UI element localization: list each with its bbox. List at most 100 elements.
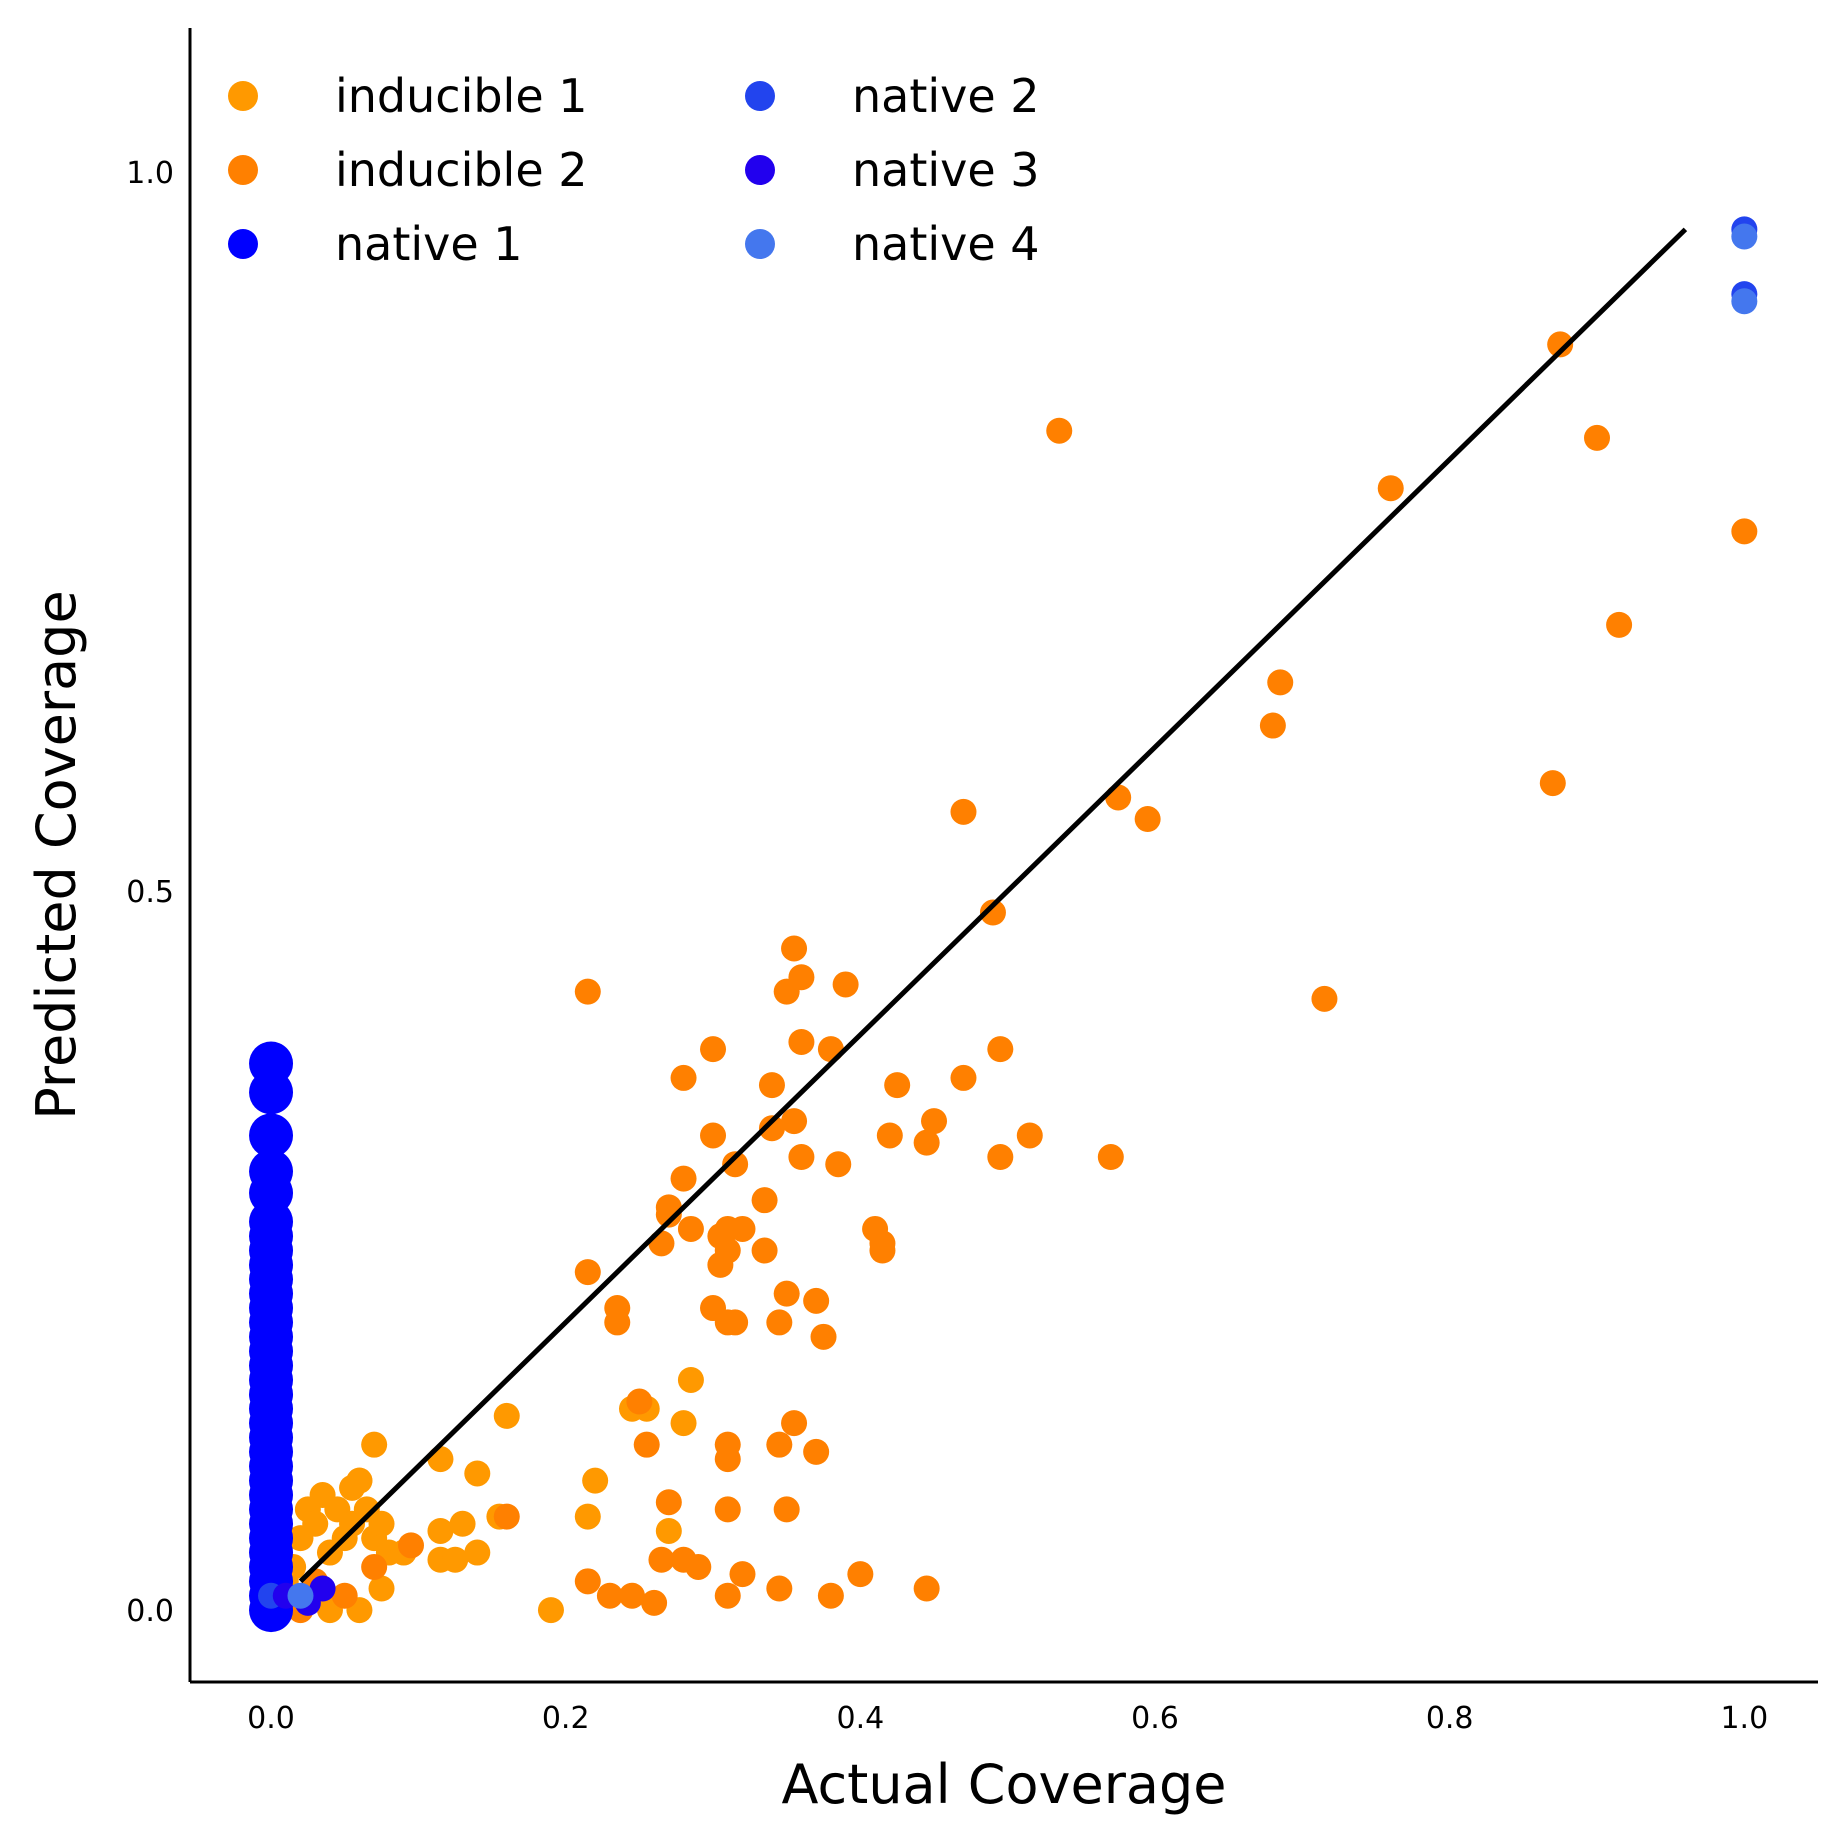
point-inducible-2	[1731, 518, 1758, 545]
point-inducible-2	[884, 1072, 911, 1099]
point-inducible-2	[1606, 611, 1633, 638]
point-inducible-1	[361, 1431, 388, 1458]
point-inducible-2	[1097, 1144, 1124, 1171]
fit-line	[298, 227, 1688, 1584]
point-inducible-2	[596, 1582, 623, 1609]
point-native-4	[287, 1582, 314, 1609]
point-inducible-2	[950, 798, 977, 825]
point-inducible-2	[700, 1122, 727, 1149]
legend-item-native-3: native 3	[745, 143, 1040, 197]
legend-label: native 4	[852, 217, 1040, 271]
point-inducible-2	[788, 964, 815, 991]
point-inducible-2	[788, 1144, 815, 1171]
point-inducible-2	[913, 1129, 940, 1156]
point-inducible-2	[1547, 331, 1574, 358]
point-inducible-1	[574, 1503, 601, 1530]
point-inducible-1	[464, 1460, 491, 1487]
y-tick-label: 0.0	[126, 1594, 174, 1629]
x-tick-label: 0.2	[542, 1701, 590, 1736]
point-inducible-2	[1134, 806, 1161, 833]
point-inducible-1	[442, 1546, 469, 1573]
x-tick-label: 1.0	[1720, 1701, 1768, 1736]
point-inducible-2	[758, 1115, 785, 1142]
point-inducible-2	[574, 1568, 601, 1595]
points-layer	[249, 216, 1758, 1633]
point-inducible-2	[751, 1237, 778, 1264]
point-inducible-2	[714, 1496, 741, 1523]
point-inducible-2	[1016, 1122, 1043, 1149]
y-axis-title: Predicted Coverage	[25, 590, 88, 1119]
point-inducible-1	[449, 1510, 476, 1537]
legend-label: native 1	[335, 217, 523, 271]
legend-item-native-1: native 1	[228, 217, 523, 271]
point-inducible-1	[302, 1510, 329, 1537]
x-axis-ticks: 0.0 0.2 0.4 0.6 0.8 1.0	[247, 1701, 1768, 1736]
point-inducible-2	[773, 1280, 800, 1307]
point-inducible-2	[618, 1582, 645, 1609]
point-inducible-2	[817, 1582, 844, 1609]
point-inducible-2	[1267, 669, 1294, 696]
legend-label: native 3	[852, 143, 1040, 197]
point-native-4	[1731, 223, 1758, 250]
point-inducible-2	[788, 1028, 815, 1055]
point-inducible-2	[810, 1323, 837, 1350]
point-inducible-2	[921, 1108, 948, 1135]
point-inducible-2	[766, 1575, 793, 1602]
legend-marker	[745, 81, 775, 111]
point-inducible-2	[648, 1230, 675, 1257]
point-inducible-2	[633, 1431, 660, 1458]
point-inducible-2	[655, 1194, 682, 1221]
legend-item-native-4: native 4	[745, 217, 1040, 271]
x-tick-label: 0.8	[1426, 1701, 1474, 1736]
legend-marker	[228, 155, 258, 185]
point-inducible-2	[574, 1259, 601, 1286]
point-inducible-2	[1259, 712, 1286, 739]
point-inducible-2	[700, 1036, 727, 1063]
point-native-1	[249, 1070, 294, 1115]
point-inducible-2	[1311, 985, 1338, 1012]
legend-label: inducible 2	[335, 143, 588, 197]
legend-item-native-2: native 2	[745, 69, 1040, 123]
point-inducible-2	[641, 1589, 668, 1616]
legend-item-inducible-2: inducible 2	[228, 143, 588, 197]
legend-marker	[228, 81, 258, 111]
point-inducible-2	[825, 1151, 852, 1178]
point-inducible-2	[832, 971, 859, 998]
point-inducible-2	[397, 1532, 424, 1559]
point-inducible-2	[781, 935, 808, 962]
point-inducible-1	[677, 1366, 704, 1393]
point-inducible-1	[464, 1539, 491, 1566]
point-inducible-2	[758, 1072, 785, 1099]
legend: inducible 1 inducible 2 native 1 native 2 na…	[228, 69, 1040, 271]
x-tick-label: 0.4	[836, 1701, 884, 1736]
point-inducible-1	[670, 1410, 697, 1437]
point-inducible-1	[368, 1575, 395, 1602]
point-inducible-1	[493, 1402, 520, 1429]
point-inducible-2	[714, 1237, 741, 1264]
point-inducible-2	[751, 1187, 778, 1214]
legend-label: inducible 1	[335, 69, 588, 123]
legend-marker	[745, 229, 775, 259]
point-inducible-2	[817, 1036, 844, 1063]
point-inducible-1	[427, 1446, 454, 1473]
point-inducible-2	[987, 1036, 1014, 1063]
point-inducible-2	[1584, 424, 1611, 451]
point-inducible-2	[1105, 784, 1132, 811]
point-inducible-2	[714, 1582, 741, 1609]
point-inducible-2	[670, 1064, 697, 1091]
point-inducible-2	[1377, 475, 1404, 502]
point-inducible-2	[648, 1546, 675, 1573]
point-inducible-2	[766, 1309, 793, 1336]
point-inducible-2	[766, 1431, 793, 1458]
point-inducible-2	[876, 1122, 903, 1149]
point-inducible-2	[685, 1553, 712, 1580]
point-inducible-2	[781, 1410, 808, 1437]
point-inducible-2	[950, 1064, 977, 1091]
point-inducible-2	[604, 1309, 631, 1336]
y-axis-ticks: 0.0 0.5 1.0	[126, 156, 174, 1629]
legend-marker	[745, 155, 775, 185]
legend-label: native 2	[852, 69, 1040, 123]
legend-marker	[228, 229, 258, 259]
point-inducible-2	[729, 1215, 756, 1242]
